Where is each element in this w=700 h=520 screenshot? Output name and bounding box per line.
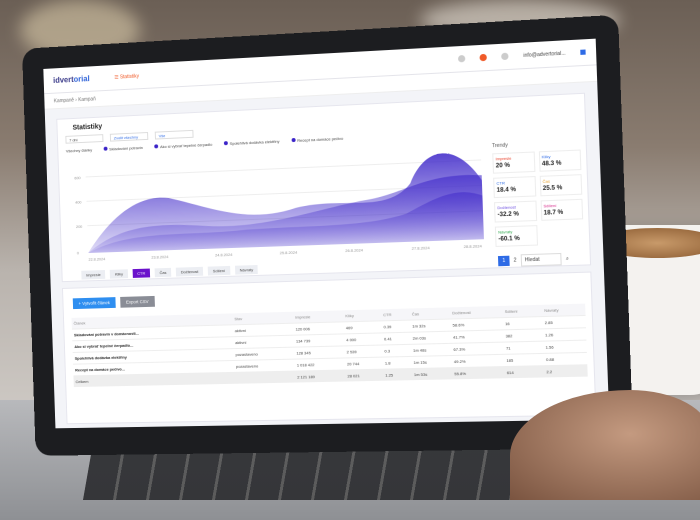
table-cell: 185 [504,353,545,367]
table-cell: 1m 48s [410,343,452,357]
table-cell: 49.2% [451,354,505,368]
page-button[interactable]: 2 [513,257,517,264]
table-cell: 55.8% [452,366,505,380]
table-cell: 16 [502,316,543,330]
table-cell: 2m 03s [410,331,452,345]
column-header[interactable]: Kliky [343,309,382,322]
breadcrumb-item[interactable]: Kampaň [78,96,96,104]
y-tick: 400 [75,199,82,204]
table-cell: 0.39 [381,320,411,333]
trends-title: Trendy [491,142,509,150]
table-cell: 0.41 [381,332,411,346]
y-tick: 0 [77,250,80,255]
table-cell: 2.85 [542,315,586,329]
pagination: 1 2 Hledat ⌕ [498,252,569,268]
table-cell: 1.56 [543,340,587,354]
nav-statistics[interactable]: ☰ Statistiky [114,73,140,81]
legend-item[interactable]: Recept na domáce pečivo [291,136,343,143]
series-area [86,191,484,253]
articles-table: Článek Stav Impresie Kliky CTR Čas Dočtenost Sd… [71,303,588,388]
articles-card: 1 2 Hledat ⌕ + Vytvořit článek Export CS… [62,252,597,425]
metric-tab[interactable]: CTR [132,268,151,278]
table-cell: 1m 53s [411,367,453,381]
trend-tile: Dočtenost -32.2 % [493,200,537,223]
trend-tile: Impresie 20 % [492,151,535,174]
legend-item[interactable]: Ako si vybrať tepelné čerpadlo [154,142,212,150]
table-cell: 4 000 [344,332,383,346]
metric-tab[interactable]: Impresie [81,270,106,280]
x-tick: 27.8.2024 [412,245,431,251]
x-tick: 25.8.2024 [280,250,298,256]
table-cell: 2 539 [344,345,383,358]
table-cell: 2 121 189 [295,369,346,383]
menu-icon[interactable] [580,49,586,55]
column-header[interactable]: Sdílení [502,304,543,318]
table-cell: 0.88 [543,352,588,366]
trend-tile: Kliky 48.3 % [538,149,582,172]
trends-panel: Trendy Impresie 20 % Kliky 48.3 % CTR 18.4 % Č… [492,139,584,247]
table-cell: 71 [503,341,544,355]
user-email[interactable]: info@advertorial... [523,50,566,59]
settings-icon[interactable] [458,54,466,63]
table-cell: 469 [343,320,382,334]
search-icon[interactable]: ⌕ [565,255,569,263]
x-tick: 23.8.2024 [151,254,169,260]
x-tick: 22.8.2024 [88,256,106,262]
metric-tab[interactable]: Dočtenost [175,266,204,277]
avatar[interactable] [501,52,509,61]
metric-tab[interactable]: Sdílení [207,265,231,276]
legend-item[interactable]: Všechny články [65,147,93,154]
y-tick: 600 [74,175,81,180]
trend-tile: Návraty -60.1 % [494,225,538,247]
x-tick: 26.8.2024 [345,247,364,253]
trend-tile: Čas 25.5 % [539,174,583,197]
table-cell: 1.8 [382,356,412,370]
column-header[interactable]: CTR [380,308,410,321]
x-tick: 28.8.2024 [464,243,483,249]
type-select[interactable]: Vše [154,129,194,140]
table-cell: Celkem [73,372,235,388]
y-tick: 200 [76,224,83,229]
metric-tabs: Impresie Kliky CTR Čas Dočtenost Sdílení Návra… [81,264,259,280]
table-cell: 1m 15s [411,355,453,369]
table-cell: 28 021 [345,369,384,382]
stats-title: Statistiky [72,123,103,132]
article-select[interactable]: Zvolit všechny [109,132,149,142]
period-select[interactable]: 7 dní [65,134,104,144]
metric-tab[interactable]: Čas [154,267,172,278]
table-cell: 0.3 [382,344,412,358]
create-article-button[interactable]: + Vytvořit článek [72,297,116,310]
trend-tile: Sdílení 18.7 % [540,198,584,221]
table-cell: 20 744 [344,357,384,370]
table-cell: 1m 32s [409,319,451,333]
metric-tab[interactable]: Návraty [234,264,259,275]
logo: idvertorial [52,74,90,85]
page-button[interactable]: 1 [498,255,510,267]
table-cell: 2.2 [544,364,588,378]
notification-icon[interactable] [479,53,488,62]
legend-item[interactable]: Spolehlivá dodávka elektřiny [223,139,280,147]
table-cell: 614 [504,365,545,379]
dashboard: idvertorial ☰ Statistiky info@advertoria… [43,38,610,429]
laptop-screen: idvertorial ☰ Statistiky info@advertoria… [22,14,634,456]
export-csv-button[interactable]: Export CSV [120,295,155,308]
x-tick: 24.8.2024 [215,252,233,258]
statistics-card: Statistiky 7 dní Zvolit všechny Vše Všec… [56,92,592,283]
table-cell: 382 [503,328,544,343]
breadcrumb-item[interactable]: Kampaně [53,97,75,105]
table-cell: 1 018 422 [294,357,346,372]
trend-tile: CTR 18.4 % [493,176,536,199]
metric-tab[interactable]: Kliky [110,269,128,279]
area-chart: 0 200 400 600 22.8.2024 23.8.2024 24.8.2… [74,151,490,262]
search-input[interactable]: Hledat [520,252,562,267]
table-cell [234,371,296,384]
table-cell: 1.26 [542,327,587,342]
legend-item[interactable]: Skladování potravin [103,145,143,152]
table-cell: 1.25 [383,368,413,381]
